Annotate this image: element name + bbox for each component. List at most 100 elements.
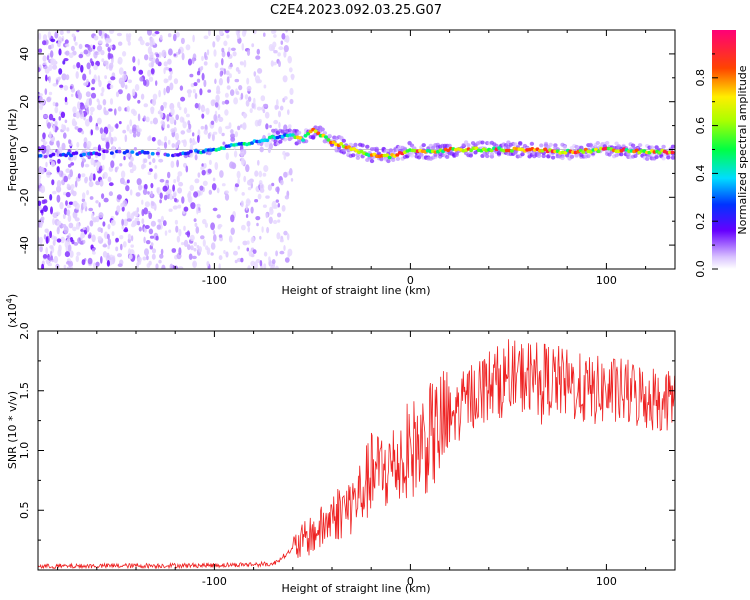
spectrogram-noise-cell (108, 135, 111, 141)
spectrogram-noise-cell (54, 31, 59, 39)
spectrogram-noise-cell (65, 43, 70, 47)
spectrogram-noise-cell (192, 34, 195, 43)
spectrogram-noise-cell (218, 126, 223, 134)
spectrogram-noise-cell (224, 30, 230, 34)
spectrogram-noise-cell (269, 143, 273, 150)
spectrogram-noise-cell (216, 187, 220, 194)
spectrogram-noise-cell (141, 199, 144, 205)
spectrogram-noise-cell (132, 56, 136, 63)
spectrogram-halo-cell (355, 155, 361, 160)
spectrogram-noise-cell (245, 164, 250, 173)
spectrogram-ridge-cell (104, 149, 109, 154)
spectrogram-noise-cell (105, 43, 109, 48)
spectrogram-noise-cell (202, 218, 207, 225)
spectrogram-noise-cell (136, 178, 142, 186)
spectrogram-noise-cell (230, 89, 235, 96)
spectrogram-noise-cell (143, 158, 148, 163)
spectrogram-halo-cell (419, 152, 424, 157)
spectrogram-noise-cell (200, 125, 205, 130)
spectrogram-noise-cell (71, 33, 76, 38)
spectrogram-noise-cell (64, 240, 69, 249)
spectrogram-noise-cell (185, 165, 189, 173)
spectrogram-noise-cell (200, 66, 204, 71)
spectrogram-noise-cell (93, 64, 98, 71)
spectrogram-noise-cell (91, 78, 96, 85)
spectrogram-noise-cell (259, 235, 262, 240)
spectrogram-noise-cell (258, 180, 263, 186)
spectrogram-noise-cell (38, 178, 41, 186)
spectrogram-noise-cell (193, 242, 197, 247)
spectrogram-noise-cell (42, 132, 46, 140)
spectrogram-noise-cell (240, 257, 244, 263)
spectrogram-noise-cell (255, 216, 261, 221)
spectrogram-noise-cell (218, 255, 223, 261)
colorbar-tick-label: 0.8 (694, 69, 707, 87)
spectrogram-noise-cell (120, 170, 126, 179)
spectrogram-noise-cell (139, 76, 144, 82)
spectrogram-noise-cell (246, 49, 251, 56)
spectrogram-noise-cell (168, 48, 173, 56)
spectrogram-noise-cell (121, 218, 124, 226)
spectrogram-noise-cell (167, 58, 172, 65)
spectrogram-noise-cell (89, 47, 93, 52)
spectrogram-ridge-cell (125, 149, 130, 154)
spectrogram-noise-cell (216, 85, 221, 93)
spectrogram-noise-cell (279, 238, 284, 243)
spectrogram-noise-cell (194, 178, 200, 184)
spectrogram-noise-cell (117, 253, 122, 258)
spectrogram-noise-cell (52, 117, 56, 122)
spectrogram-noise-cell (87, 234, 92, 239)
spectrogram-noise-cell (188, 190, 192, 197)
spectrogram-noise-cell (86, 140, 92, 148)
spectrogram-noise-cell (279, 250, 285, 255)
spectrogram-ridge-cell (339, 142, 344, 146)
spectrogram-noise-cell (115, 246, 119, 252)
spectrogram-noise-cell (143, 103, 149, 108)
snr-marks (38, 339, 675, 570)
spectrogram-noise-cell (237, 245, 241, 250)
spectrogram-noise-cell (289, 168, 293, 176)
spectrogram-noise-cell (129, 119, 133, 127)
spectrogram-noise-cell (278, 121, 281, 129)
spectrogram-noise-cell (84, 163, 90, 168)
spectrogram-halo-cell (548, 142, 553, 147)
spectrogram-noise-cell (121, 224, 124, 230)
spectrogram-halo-cell (445, 154, 450, 159)
spectrogram-noise-cell (219, 170, 224, 178)
spectrogram-noise-cell (137, 99, 141, 104)
spectrogram-noise-cell (221, 132, 225, 137)
spectrogram-noise-cell (42, 141, 48, 145)
spectrogram-noise-cell (127, 238, 131, 244)
spectrogram-noise-cell (269, 124, 272, 129)
spectrogram-noise-cell (89, 196, 94, 200)
spectrogram-noise-cell (70, 88, 75, 93)
spectrogram-noise-cell (127, 41, 131, 46)
spectrogram-noise-cell (60, 111, 66, 119)
spectrogram-noise-cell (182, 210, 186, 214)
spectrogram-noise-cell (168, 229, 172, 233)
spectrogram-noise-cell (193, 218, 197, 223)
spectrogram-noise-cell (214, 162, 219, 170)
spectrogram-noise-cell (224, 99, 230, 105)
spectrogram-noise-cell (276, 186, 280, 195)
spectrogram-noise-cell (143, 115, 146, 121)
spectrogram-noise-cell (63, 175, 68, 183)
spectrogram-noise-cell (104, 75, 107, 80)
spectrogram-halo-cell (395, 156, 401, 161)
spectrogram-noise-cell (61, 142, 66, 151)
spectrogram-noise-cell (225, 70, 230, 76)
spectrogram-noise-cell (141, 163, 145, 170)
spectrogram-noise-cell (243, 59, 247, 68)
spectrogram-noise-cell (243, 112, 247, 119)
spectrogram-noise-cell (268, 44, 274, 52)
spectrogram-noise-cell (233, 150, 238, 158)
spectrogram-noise-cell (148, 228, 154, 235)
spectrogram-noise-cell (95, 161, 102, 167)
spectrogram-noise-cell (136, 207, 140, 213)
spectrogram-noise-cell (95, 180, 101, 186)
spectrogram-halo-cell (463, 140, 469, 145)
spectrogram-noise-cell (87, 257, 93, 265)
spectrogram-halo-cell (327, 133, 332, 138)
spectrogram-halo-cell (595, 141, 600, 145)
spectrogram-noise-cell (178, 266, 184, 269)
